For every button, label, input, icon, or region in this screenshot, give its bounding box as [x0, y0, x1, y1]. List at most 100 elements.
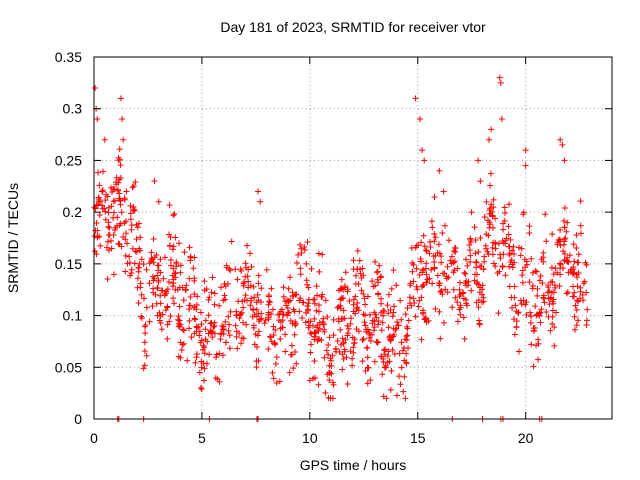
data-point — [120, 136, 127, 143]
data-point — [545, 295, 552, 302]
data-point — [416, 297, 423, 304]
data-point — [131, 207, 138, 214]
data-point — [180, 327, 187, 334]
data-point — [421, 316, 428, 323]
data-point — [282, 348, 289, 355]
data-point — [243, 321, 250, 328]
data-point — [153, 252, 160, 259]
data-point — [438, 287, 445, 294]
data-point — [234, 345, 241, 352]
data-point — [522, 162, 529, 169]
data-point — [562, 235, 569, 242]
data-point — [390, 309, 397, 316]
data-point — [452, 248, 459, 255]
data-point — [284, 312, 291, 319]
data-point — [564, 289, 571, 296]
data-point — [395, 322, 402, 329]
data-point — [435, 241, 442, 248]
data-point — [307, 349, 314, 356]
data-point — [403, 350, 410, 357]
data-point — [165, 279, 172, 286]
data-point — [431, 230, 438, 237]
data-point — [379, 319, 386, 326]
data-point — [97, 242, 104, 249]
data-point — [94, 233, 101, 240]
data-point — [341, 346, 348, 353]
data-point — [186, 244, 193, 251]
data-point — [156, 317, 163, 324]
data-point — [313, 283, 320, 290]
data-point — [374, 268, 381, 275]
data-point — [572, 302, 579, 309]
data-point — [319, 294, 326, 301]
data-point — [420, 232, 427, 239]
data-point — [549, 278, 556, 285]
x-tick-label: 20 — [518, 430, 534, 446]
data-point — [431, 259, 438, 266]
data-point — [382, 346, 389, 353]
data-point — [271, 340, 278, 347]
data-point — [584, 306, 591, 313]
data-point — [201, 344, 208, 351]
data-point — [346, 298, 353, 305]
axis-ticks — [93, 56, 612, 420]
data-point — [526, 278, 533, 285]
data-point — [263, 266, 270, 273]
data-point — [466, 241, 473, 248]
data-point — [134, 284, 141, 291]
data-point — [156, 309, 163, 316]
data-point — [158, 326, 165, 333]
data-point — [576, 295, 583, 302]
data-point — [258, 285, 265, 292]
data-point — [337, 326, 344, 333]
data-point — [378, 353, 385, 360]
data-point — [126, 253, 133, 260]
data-point — [349, 355, 356, 362]
data-point — [135, 300, 142, 307]
y-tick-label: 0.1 — [63, 308, 83, 324]
data-point — [254, 291, 261, 298]
data-point — [292, 320, 299, 327]
data-point — [95, 194, 102, 201]
data-point — [143, 304, 150, 311]
data-point — [352, 293, 359, 300]
data-point — [102, 216, 109, 223]
data-point — [295, 251, 302, 258]
data-point — [218, 284, 225, 291]
data-point — [311, 315, 318, 322]
data-point — [143, 266, 150, 273]
data-point — [523, 261, 530, 268]
data-point — [364, 364, 371, 371]
data-point — [483, 198, 490, 205]
data-point — [102, 197, 109, 204]
data-point — [390, 267, 397, 274]
data-point — [273, 354, 280, 361]
data-point — [370, 283, 377, 290]
data-point — [423, 260, 430, 267]
data-point — [457, 279, 464, 286]
data-point — [247, 250, 254, 257]
data-point — [471, 277, 478, 284]
data-point — [362, 322, 369, 329]
x-tick-label: 10 — [302, 430, 318, 446]
data-point — [342, 269, 349, 276]
data-point — [388, 367, 395, 374]
data-point — [316, 308, 323, 315]
data-point — [456, 293, 463, 300]
data-point — [116, 195, 123, 202]
data-point — [170, 212, 177, 219]
data-point — [330, 332, 337, 339]
data-point — [279, 324, 286, 331]
data-point — [95, 201, 102, 208]
data-point — [583, 317, 590, 324]
data-point — [217, 336, 224, 343]
data-point — [238, 267, 245, 274]
data-point — [454, 318, 461, 325]
data-point — [113, 174, 120, 181]
data-point — [476, 321, 483, 328]
data-point — [233, 333, 240, 340]
data-point — [280, 293, 287, 300]
data-point — [155, 267, 162, 274]
data-point — [294, 259, 301, 266]
data-point — [498, 116, 505, 123]
